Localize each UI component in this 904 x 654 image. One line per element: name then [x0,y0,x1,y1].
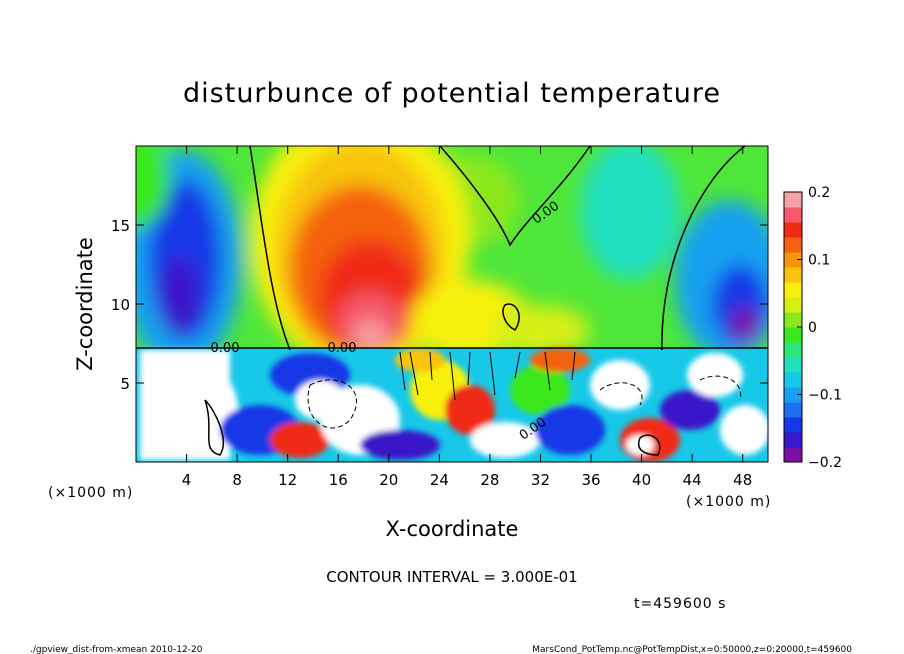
colorbar-swatch [784,237,802,253]
colorbar-swatch [784,327,802,343]
x-tick-label: 44 [683,471,702,489]
colorbar-swatch [784,312,802,328]
colorbar-swatch [784,297,802,313]
x-axis-label: X-coordinate [386,517,519,541]
colorbar-swatch [784,372,802,388]
footer-right: MarsCond_PotTemp.nc@PotTempDist,x=0:5000… [532,645,852,654]
colorbar-swatch [784,417,802,433]
colorbar-swatch [784,282,802,298]
x-unit-label-right: (×1000 m) [686,494,771,510]
y-tick-label: 10 [111,296,130,314]
footer-left: ./gpview_dist-from-xmean 2010-12-20 [30,645,203,654]
x-tick-label: 36 [581,471,600,489]
colorbar-swatch [784,222,802,238]
y-axis-label: Z-coordinate [73,237,97,371]
colorbar-tick-label: 0.2 [808,185,830,201]
colorbar: 0.2 0.1 0 −0.1 −0.2 [783,185,842,471]
y-axis: 5 10 15 [111,217,768,393]
y-tick-label: 15 [111,217,130,235]
colorbar-swatch [784,357,802,373]
heatmap-field [136,146,768,462]
x-tick-label: 8 [232,471,242,489]
colorbar-swatch [784,402,802,418]
colorbar-tick-label: −0.2 [808,455,842,471]
colorbar-swatch [784,447,802,463]
x-tick-label: 12 [278,471,297,489]
contour-label: 0.00 [328,341,357,356]
chart-title: disturbunce of potential temperature [183,78,721,109]
y-tick-label: 5 [120,375,130,393]
x-axis: 4 8 12 16 20 24 28 32 36 40 44 48 [182,146,752,489]
colorbar-swatch [784,252,802,268]
x-tick-label: 32 [531,471,550,489]
time-label: t=459600 s [634,596,726,612]
colorbar-swatch [784,267,802,283]
colorbar-tick-label: −0.1 [808,388,842,404]
x-tick-label: 48 [733,471,752,489]
x-tick-label: 28 [480,471,499,489]
x-tick-label: 20 [379,471,398,489]
contour-label: 0.00 [211,341,240,356]
x-tick-label: 16 [329,471,348,489]
colorbar-swatch [784,192,802,208]
colorbar-swatch [784,342,802,358]
x-unit-label-left: (×1000 m) [48,485,133,501]
x-tick-label: 24 [430,471,449,489]
x-tick-label: 40 [632,471,651,489]
contour-interval: CONTOUR INTERVAL = 3.000E-01 [326,568,577,586]
colorbar-swatch [784,207,802,223]
colorbar-tick-label: 0 [808,320,817,336]
colorbar-swatch [784,432,802,448]
colorbar-tick-label: 0.1 [808,253,830,269]
x-tick-label: 4 [182,471,192,489]
colorbar-swatch [784,387,802,403]
